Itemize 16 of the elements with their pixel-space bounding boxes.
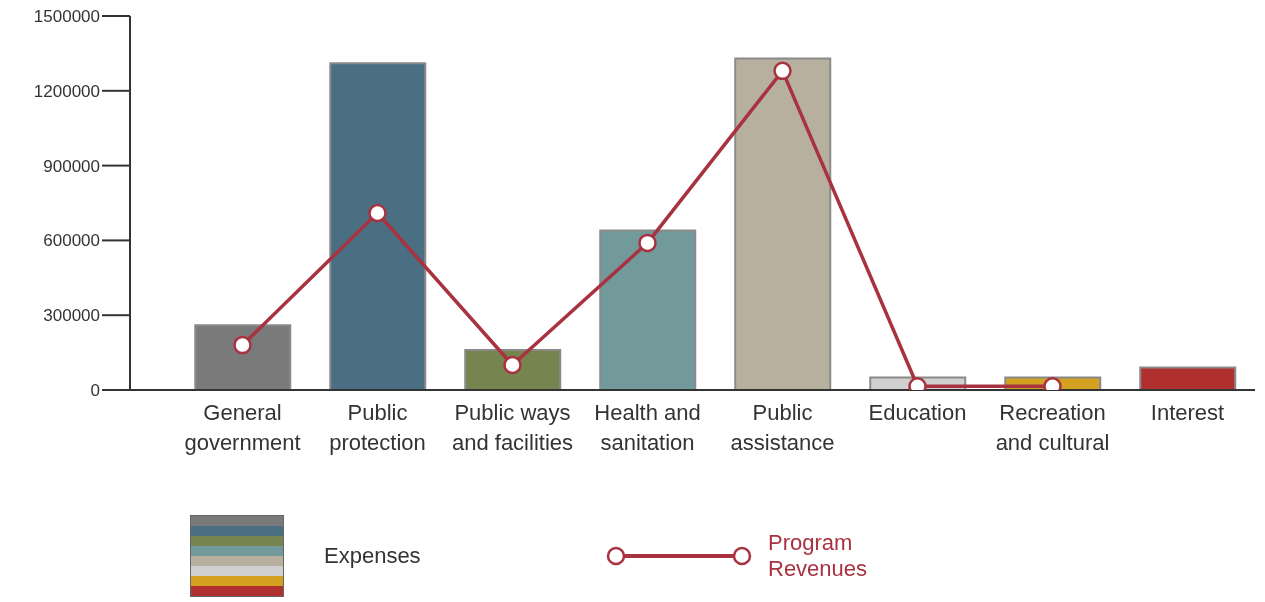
- x-tick-label: Public assistance: [730, 400, 835, 455]
- y-tick-label: 300000: [43, 306, 100, 326]
- legend-label: Program Revenues: [768, 530, 869, 582]
- y-tick-label: 900000: [43, 156, 100, 176]
- y-tick-label: 1200000: [33, 81, 100, 101]
- x-tick-label: General government: [184, 400, 301, 455]
- x-tick-label: Health and sanitation: [594, 400, 701, 455]
- x-tick-label: Interest: [1150, 400, 1225, 425]
- legend-label: Expenses: [324, 543, 422, 569]
- x-tick-label: Recreation and cultural: [995, 400, 1110, 455]
- x-tick-label: Education: [868, 400, 967, 425]
- y-tick-label: 1500000: [33, 7, 100, 27]
- x-tick-label: Public protection: [329, 400, 426, 455]
- y-tick-label: 600000: [43, 231, 100, 251]
- y-tick-label: 0: [90, 381, 100, 401]
- x-tick-label: Public ways and facilities: [451, 400, 574, 455]
